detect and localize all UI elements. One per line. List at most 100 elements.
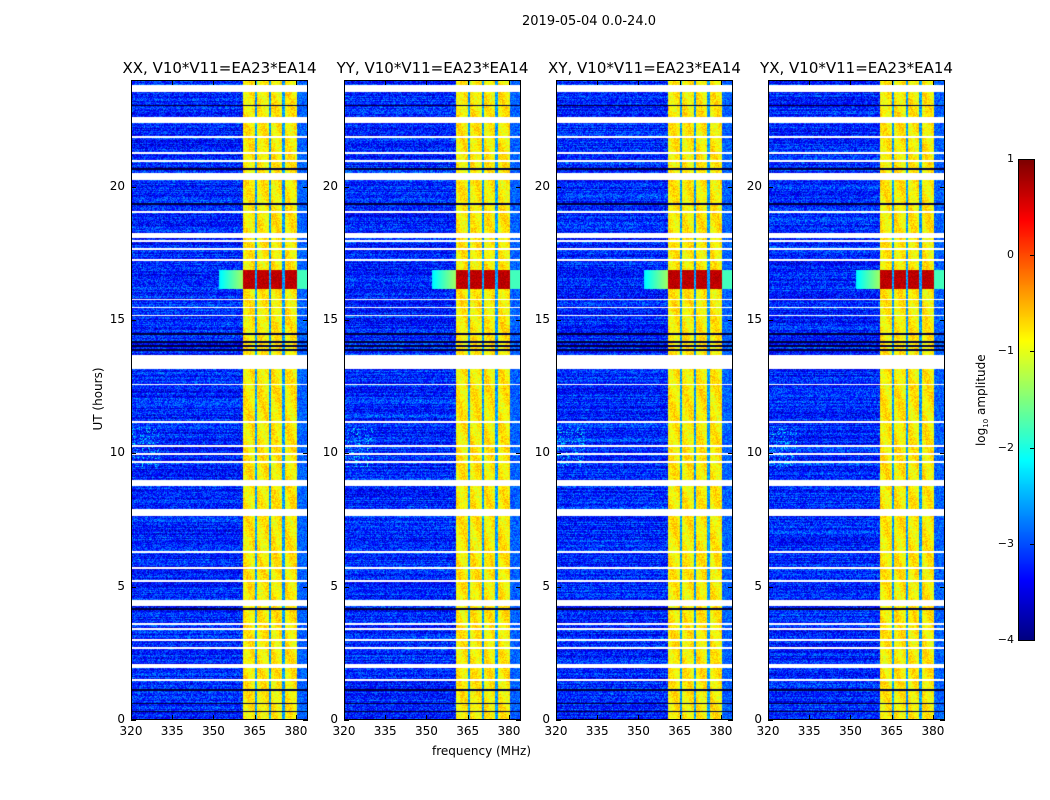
colorbar-tick-label: −2 bbox=[997, 440, 1014, 454]
x-tick-label: 380 bbox=[709, 724, 733, 738]
x-tick-mark bbox=[508, 715, 510, 720]
x-tick-mark bbox=[254, 80, 256, 85]
x-tick-mark bbox=[172, 715, 174, 720]
y-tick-mark bbox=[131, 320, 136, 321]
colorbar-tick-mark bbox=[1030, 640, 1034, 641]
y-tick-mark bbox=[940, 453, 945, 455]
y-tick-mark bbox=[303, 720, 308, 721]
figure-suptitle: 2019-05-04 0.0-24.0 bbox=[522, 14, 656, 29]
y-tick-mark bbox=[131, 453, 136, 455]
x-tick-mark bbox=[556, 715, 557, 720]
x-tick-mark bbox=[131, 715, 132, 720]
y-tick-label: 10 bbox=[746, 445, 762, 460]
y-axis-label: UT (hours) bbox=[91, 367, 105, 431]
colorbar-tick-mark bbox=[1030, 255, 1034, 257]
heatmap-panel-yx bbox=[768, 80, 945, 720]
x-tick-label: 365 bbox=[880, 724, 904, 738]
x-tick-label: 320 bbox=[119, 724, 143, 738]
y-tick-mark bbox=[516, 453, 521, 455]
colorbar-tick-label: 1 bbox=[1007, 152, 1014, 165]
heatmap-image bbox=[769, 81, 944, 719]
heatmap-panel-yy bbox=[344, 80, 521, 720]
colorbar-gradient bbox=[1019, 160, 1034, 640]
x-tick-label: 365 bbox=[668, 724, 692, 738]
y-tick-mark bbox=[728, 320, 733, 321]
x-tick-mark bbox=[809, 80, 811, 85]
x-tick-mark bbox=[891, 80, 893, 85]
x-tick-mark bbox=[385, 715, 387, 720]
x-tick-mark bbox=[891, 715, 893, 720]
x-tick-label: 350 bbox=[202, 724, 225, 738]
y-tick-mark bbox=[768, 586, 773, 588]
y-tick-mark bbox=[940, 320, 945, 321]
y-tick-mark bbox=[556, 453, 561, 455]
y-tick-label: 10 bbox=[322, 445, 338, 460]
x-tick-label: 350 bbox=[627, 724, 650, 738]
x-tick-label: 350 bbox=[415, 724, 438, 738]
y-tick-mark bbox=[768, 720, 773, 721]
y-tick-label: 15 bbox=[534, 312, 550, 326]
y-tick-mark bbox=[516, 720, 521, 721]
y-tick-label: 15 bbox=[746, 312, 762, 326]
y-tick-mark bbox=[303, 320, 308, 321]
x-tick-mark bbox=[720, 715, 722, 720]
y-tick-mark bbox=[516, 320, 521, 321]
y-tick-mark bbox=[556, 586, 561, 588]
colorbar-tick-label: −4 bbox=[997, 633, 1014, 646]
x-tick-label: 365 bbox=[243, 724, 267, 738]
colorbar-tick-label: 0 bbox=[1007, 248, 1014, 262]
x-tick-mark bbox=[720, 80, 722, 85]
x-tick-label: 320 bbox=[332, 724, 356, 738]
x-tick-mark bbox=[850, 715, 852, 720]
y-tick-mark bbox=[556, 320, 561, 321]
x-tick-mark bbox=[344, 715, 345, 720]
y-tick-mark bbox=[556, 186, 561, 188]
y-tick-label: 10 bbox=[534, 445, 550, 460]
x-tick-mark bbox=[385, 80, 387, 85]
y-tick-label: 0 bbox=[754, 712, 762, 726]
x-tick-mark bbox=[295, 80, 297, 85]
colorbar-tick-mark bbox=[1030, 159, 1034, 160]
x-tick-label: 320 bbox=[544, 724, 568, 738]
y-tick-mark bbox=[131, 720, 136, 721]
x-tick-mark bbox=[467, 715, 469, 720]
x-tick-label: 380 bbox=[921, 724, 945, 738]
x-tick-mark bbox=[597, 715, 599, 720]
x-tick-mark bbox=[597, 80, 599, 85]
y-tick-label: 5 bbox=[330, 578, 338, 593]
x-tick-mark bbox=[556, 80, 557, 85]
x-tick-mark bbox=[932, 80, 934, 85]
x-tick-mark bbox=[213, 715, 215, 720]
x-axis-label: frequency (MHz) bbox=[432, 744, 532, 758]
y-tick-mark bbox=[303, 453, 308, 455]
y-tick-label: 10 bbox=[109, 445, 125, 460]
x-tick-mark bbox=[932, 715, 934, 720]
y-tick-mark bbox=[344, 186, 349, 188]
colorbar-tick-label: −3 bbox=[997, 536, 1014, 550]
x-tick-mark bbox=[344, 80, 345, 85]
y-tick-mark bbox=[768, 186, 773, 188]
x-tick-label: 380 bbox=[284, 724, 308, 738]
colorbar-label-suffix: amplitude bbox=[973, 354, 988, 419]
y-tick-label: 5 bbox=[754, 578, 762, 593]
x-tick-label: 335 bbox=[160, 724, 184, 738]
colorbar-label: log10 amplitude bbox=[974, 344, 990, 456]
x-tick-mark bbox=[295, 715, 297, 720]
y-tick-mark bbox=[728, 586, 733, 588]
y-tick-mark bbox=[516, 186, 521, 188]
x-tick-label: 365 bbox=[456, 724, 480, 738]
heatmap-panel-xy bbox=[556, 80, 733, 720]
x-tick-label: 380 bbox=[497, 724, 521, 738]
panel-title-yx: YX, V10*V11=EA23*EA14 bbox=[760, 59, 953, 77]
y-tick-mark bbox=[344, 720, 349, 721]
y-tick-mark bbox=[940, 720, 945, 721]
y-tick-mark bbox=[728, 186, 733, 188]
y-tick-mark bbox=[728, 720, 733, 721]
heatmap-image bbox=[345, 81, 520, 719]
y-tick-mark bbox=[728, 453, 733, 455]
x-tick-mark bbox=[254, 715, 256, 720]
y-tick-label: 20 bbox=[322, 178, 338, 193]
x-tick-mark bbox=[213, 80, 215, 85]
y-tick-mark bbox=[940, 586, 945, 588]
heatmap-image bbox=[557, 81, 732, 719]
